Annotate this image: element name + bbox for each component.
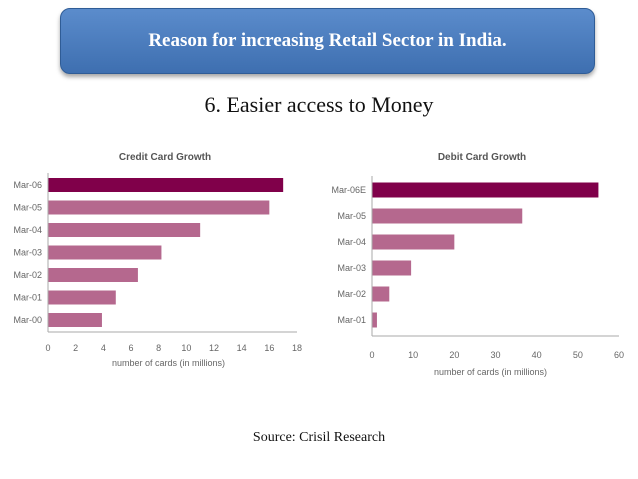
x-tick-label: 60 [614,350,624,360]
bar-mar-06e [372,182,599,198]
category-label: Mar-03 [337,263,366,273]
category-label: Mar-06E [331,185,366,195]
bar-mar-04 [372,234,455,250]
bar-mar-03 [48,245,162,260]
x-tick-label: 40 [532,350,542,360]
x-tick-label: 30 [490,350,500,360]
bar-mar-03 [372,260,412,276]
bar-mar-02 [48,268,138,282]
category-label: Mar-06 [13,180,42,190]
bar-mar-04 [48,223,201,237]
x-axis-label: number of cards (in millions) [434,367,547,377]
bar-mar-01 [48,290,116,305]
chart-title: Debit Card Growth [438,152,526,163]
slide-subtitle: 6. Easier access to Money [204,92,434,117]
source-note: Source: Crisil Research [252,430,386,445]
x-tick-label: 10 [181,343,191,353]
category-label: Mar-04 [337,237,366,247]
bar-mar-00 [48,313,102,327]
category-label: Mar-01 [337,315,366,325]
x-tick-label: 20 [449,350,459,360]
x-tick-label: 0 [369,350,374,360]
bar-mar-06 [48,178,284,192]
category-label: Mar-03 [13,248,42,258]
x-tick-label: 12 [209,343,219,353]
bar-mar-05 [48,200,270,215]
x-tick-label: 4 [101,343,106,353]
category-label: Mar-04 [13,225,42,235]
category-label: Mar-02 [13,270,42,280]
x-tick-label: 6 [128,343,133,353]
x-tick-label: 14 [237,343,247,353]
x-tick-label: 0 [45,343,50,353]
slide-title: Reason for increasing Retail Sector in I… [148,30,507,51]
x-axis-label: number of cards (in millions) [112,358,225,368]
x-tick-label: 2 [73,343,78,353]
x-tick-label: 10 [408,350,418,360]
x-tick-label: 8 [156,343,161,353]
x-tick-label: 18 [292,343,302,353]
category-label: Mar-02 [337,289,366,299]
bar-mar-02 [372,286,390,302]
x-tick-label: 16 [264,343,274,353]
category-label: Mar-01 [13,293,42,303]
bar-mar-01 [372,312,377,328]
x-tick-label: 50 [573,350,583,360]
title-banner: Reason for increasing Retail Sector in I… [60,8,595,74]
category-label: Mar-00 [13,315,42,325]
bar-mar-05 [372,208,523,224]
category-label: Mar-05 [13,203,42,213]
chart-title: Credit Card Growth [119,152,211,163]
category-label: Mar-05 [337,211,366,221]
